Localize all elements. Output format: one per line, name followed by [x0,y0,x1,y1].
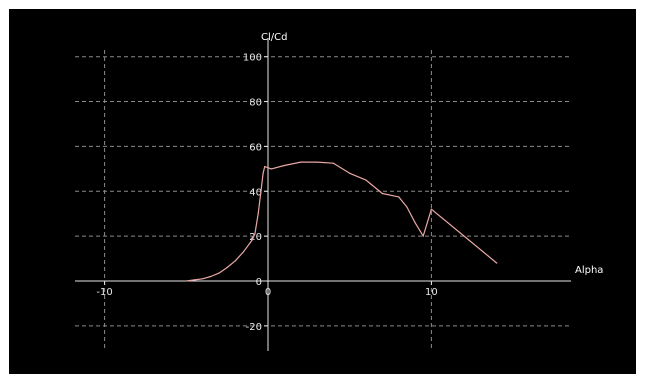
x-tick-label: 0 [265,287,271,298]
data-point [406,206,408,208]
data-point [226,266,228,269]
data-point [463,235,465,237]
data-point [242,251,245,253]
x-axis-title: Alpha [575,265,603,276]
data-point [251,240,253,242]
data-point [185,280,187,282]
y-tick-label: 40 [249,187,262,198]
y-tick-label: 20 [249,232,262,243]
y-tick-label: 0 [256,277,262,288]
y-tick-label: -20 [246,322,262,333]
data-point [349,172,351,174]
data-point [300,161,302,163]
data-point [210,275,212,278]
axes [75,38,571,351]
data-point [257,213,259,215]
data-point [283,164,285,167]
data-point [430,208,432,210]
tick-labels: -20 0 20 40 60 80 100 -10 0 10 [96,53,437,333]
data-point [316,161,318,163]
data-point [365,179,367,181]
y-tick-label: 100 [243,53,262,64]
data-point [260,186,263,188]
x-tick-label: -10 [96,287,112,298]
data-point [270,168,272,170]
series-line [186,161,498,282]
cl-cd-vs-alpha-chart: -20 0 20 40 60 80 100 -10 0 10 Cl/Cd Alpha [75,32,603,351]
data-point [254,233,256,235]
data-point [422,235,424,237]
data-point [193,279,196,281]
plot-window: -20 0 20 40 60 80 100 -10 0 10 Cl/Cd Alpha [9,9,636,374]
data-point [381,192,383,195]
data-point [398,196,400,198]
grid-lines [75,50,571,351]
data-point [264,166,266,168]
data-point [234,260,236,262]
x-tick-label: 10 [425,287,438,298]
y-axis-title: Cl/Cd [261,32,287,43]
data-point [414,222,416,224]
data-point [218,272,220,274]
data-point [332,162,334,164]
data-point [262,172,264,174]
data-point [202,278,204,280]
data-point [496,262,498,264]
y-tick-label: 80 [249,98,262,109]
series-layer [185,161,498,282]
y-tick-label: 60 [249,142,262,153]
